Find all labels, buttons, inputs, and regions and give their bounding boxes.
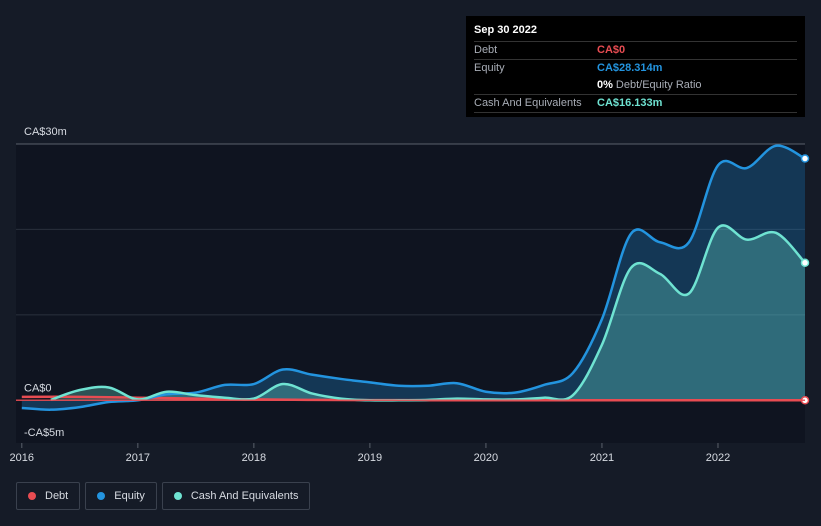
tooltip-date: Sep 30 2022: [474, 23, 797, 42]
x-tick-label: 2017: [126, 452, 150, 464]
series-lines: [16, 144, 810, 411]
end-point-equity: [800, 154, 810, 163]
x-axis-labels: 2016 2017 2018 2019 2020 2021 2022: [10, 443, 730, 464]
tooltip-equity-label: Equity: [474, 62, 505, 74]
series-areas: [21, 145, 806, 410]
tooltip-cash-label: Cash And Equivalents: [474, 97, 582, 109]
x-tick-label: 2019: [358, 452, 382, 464]
legend-label-debt: Debt: [45, 490, 69, 502]
legend-item-equity[interactable]: Equity: [85, 482, 157, 510]
tooltip-debt-row: Debt CA$0: [474, 42, 797, 60]
end-point-cash: [800, 258, 810, 267]
tooltip-ratio-label: Debt/Equity Ratio: [615, 79, 702, 91]
y-axis-labels: CA$30m CA$0 -CA$5m: [24, 126, 67, 439]
y-tick-label: CA$0: [24, 382, 52, 394]
x-tick-label: 2022: [706, 452, 730, 464]
legend-dot-cash: [173, 492, 182, 500]
chart-legend: Debt Equity Cash And Equivalents: [16, 482, 315, 510]
tooltip-equity-value: CA$28.314m: [597, 62, 663, 74]
legend-item-debt[interactable]: Debt: [16, 482, 81, 510]
x-tick-label: 2021: [590, 452, 614, 464]
tooltip-cash-value: CA$16.133m: [597, 97, 663, 109]
line-equity: [21, 144, 806, 411]
legend-dot-debt: [28, 492, 36, 500]
legend-label-equity: Equity: [114, 490, 145, 502]
area-cash: [50, 225, 805, 401]
tooltip-panel: Sep 30 2022 Debt CA$0 Equity CA$28.314m …: [466, 16, 805, 117]
tooltip-debt-value: CA$0: [597, 44, 626, 56]
tooltip-cash-row: Cash And Equivalents CA$16.133m: [474, 95, 797, 113]
legend-item-cash[interactable]: Cash And Equivalents: [161, 482, 311, 510]
grid-lines: [16, 143, 805, 443]
x-tick-label: 2018: [242, 452, 266, 464]
x-tick-label: 2020: [474, 452, 498, 464]
tooltip-debt-label: Debt: [474, 44, 498, 56]
x-tick-label: 2016: [10, 452, 34, 464]
legend-dot-equity: [97, 492, 106, 500]
y-tick-label: CA$30m: [24, 126, 67, 138]
y-tick-label: -CA$5m: [24, 427, 64, 439]
plot-area: [16, 144, 805, 443]
tooltip-ratio-percent: 0%: [597, 79, 613, 91]
tooltip-equity-row: Equity CA$28.314m: [474, 60, 797, 77]
tooltip-ratio-row: 0% Debt/Equity Ratio: [474, 77, 797, 95]
legend-label-cash: Cash And Equivalents: [190, 490, 299, 502]
area-equity: [21, 145, 806, 410]
